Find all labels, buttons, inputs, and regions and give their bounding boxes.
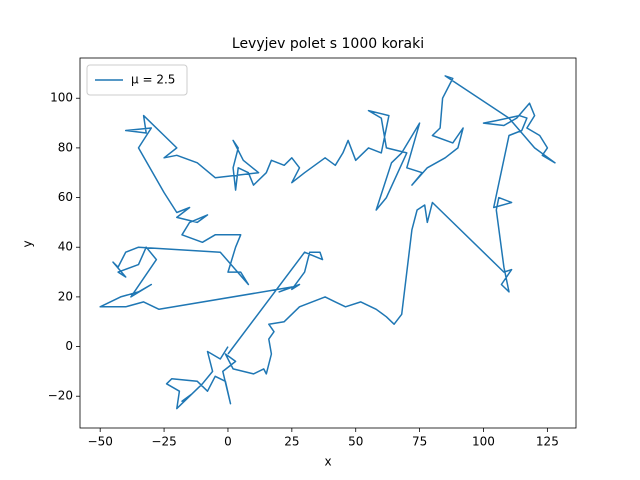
y-axis-label: y bbox=[21, 240, 35, 247]
y-tick-label: 40 bbox=[58, 240, 73, 254]
y-tick-label: 0 bbox=[65, 339, 73, 353]
y-tick-label: 80 bbox=[58, 140, 73, 154]
x-tick-label: 100 bbox=[472, 435, 495, 449]
x-tick-label: 75 bbox=[412, 435, 427, 449]
x-tick-label: 0 bbox=[224, 435, 232, 449]
chart-title: Levyjev polet s 1000 koraki bbox=[232, 36, 424, 52]
legend-label: μ = 2.5 bbox=[131, 73, 175, 87]
legend-box bbox=[86, 64, 188, 96]
y-tick-label: 20 bbox=[58, 289, 73, 303]
y-tick-label: −20 bbox=[48, 389, 73, 403]
x-tick-label: 50 bbox=[348, 435, 363, 449]
x-axis-label: x bbox=[324, 455, 331, 469]
x-tick-label: 125 bbox=[536, 435, 559, 449]
series-line bbox=[99, 75, 556, 410]
x-tick-label: 25 bbox=[284, 435, 299, 449]
y-tick-label: 60 bbox=[58, 190, 73, 204]
plot-frame bbox=[79, 57, 577, 429]
x-tick-label: −25 bbox=[151, 435, 176, 449]
x-tick-label: −50 bbox=[88, 435, 113, 449]
y-tick-label: 100 bbox=[50, 91, 73, 105]
